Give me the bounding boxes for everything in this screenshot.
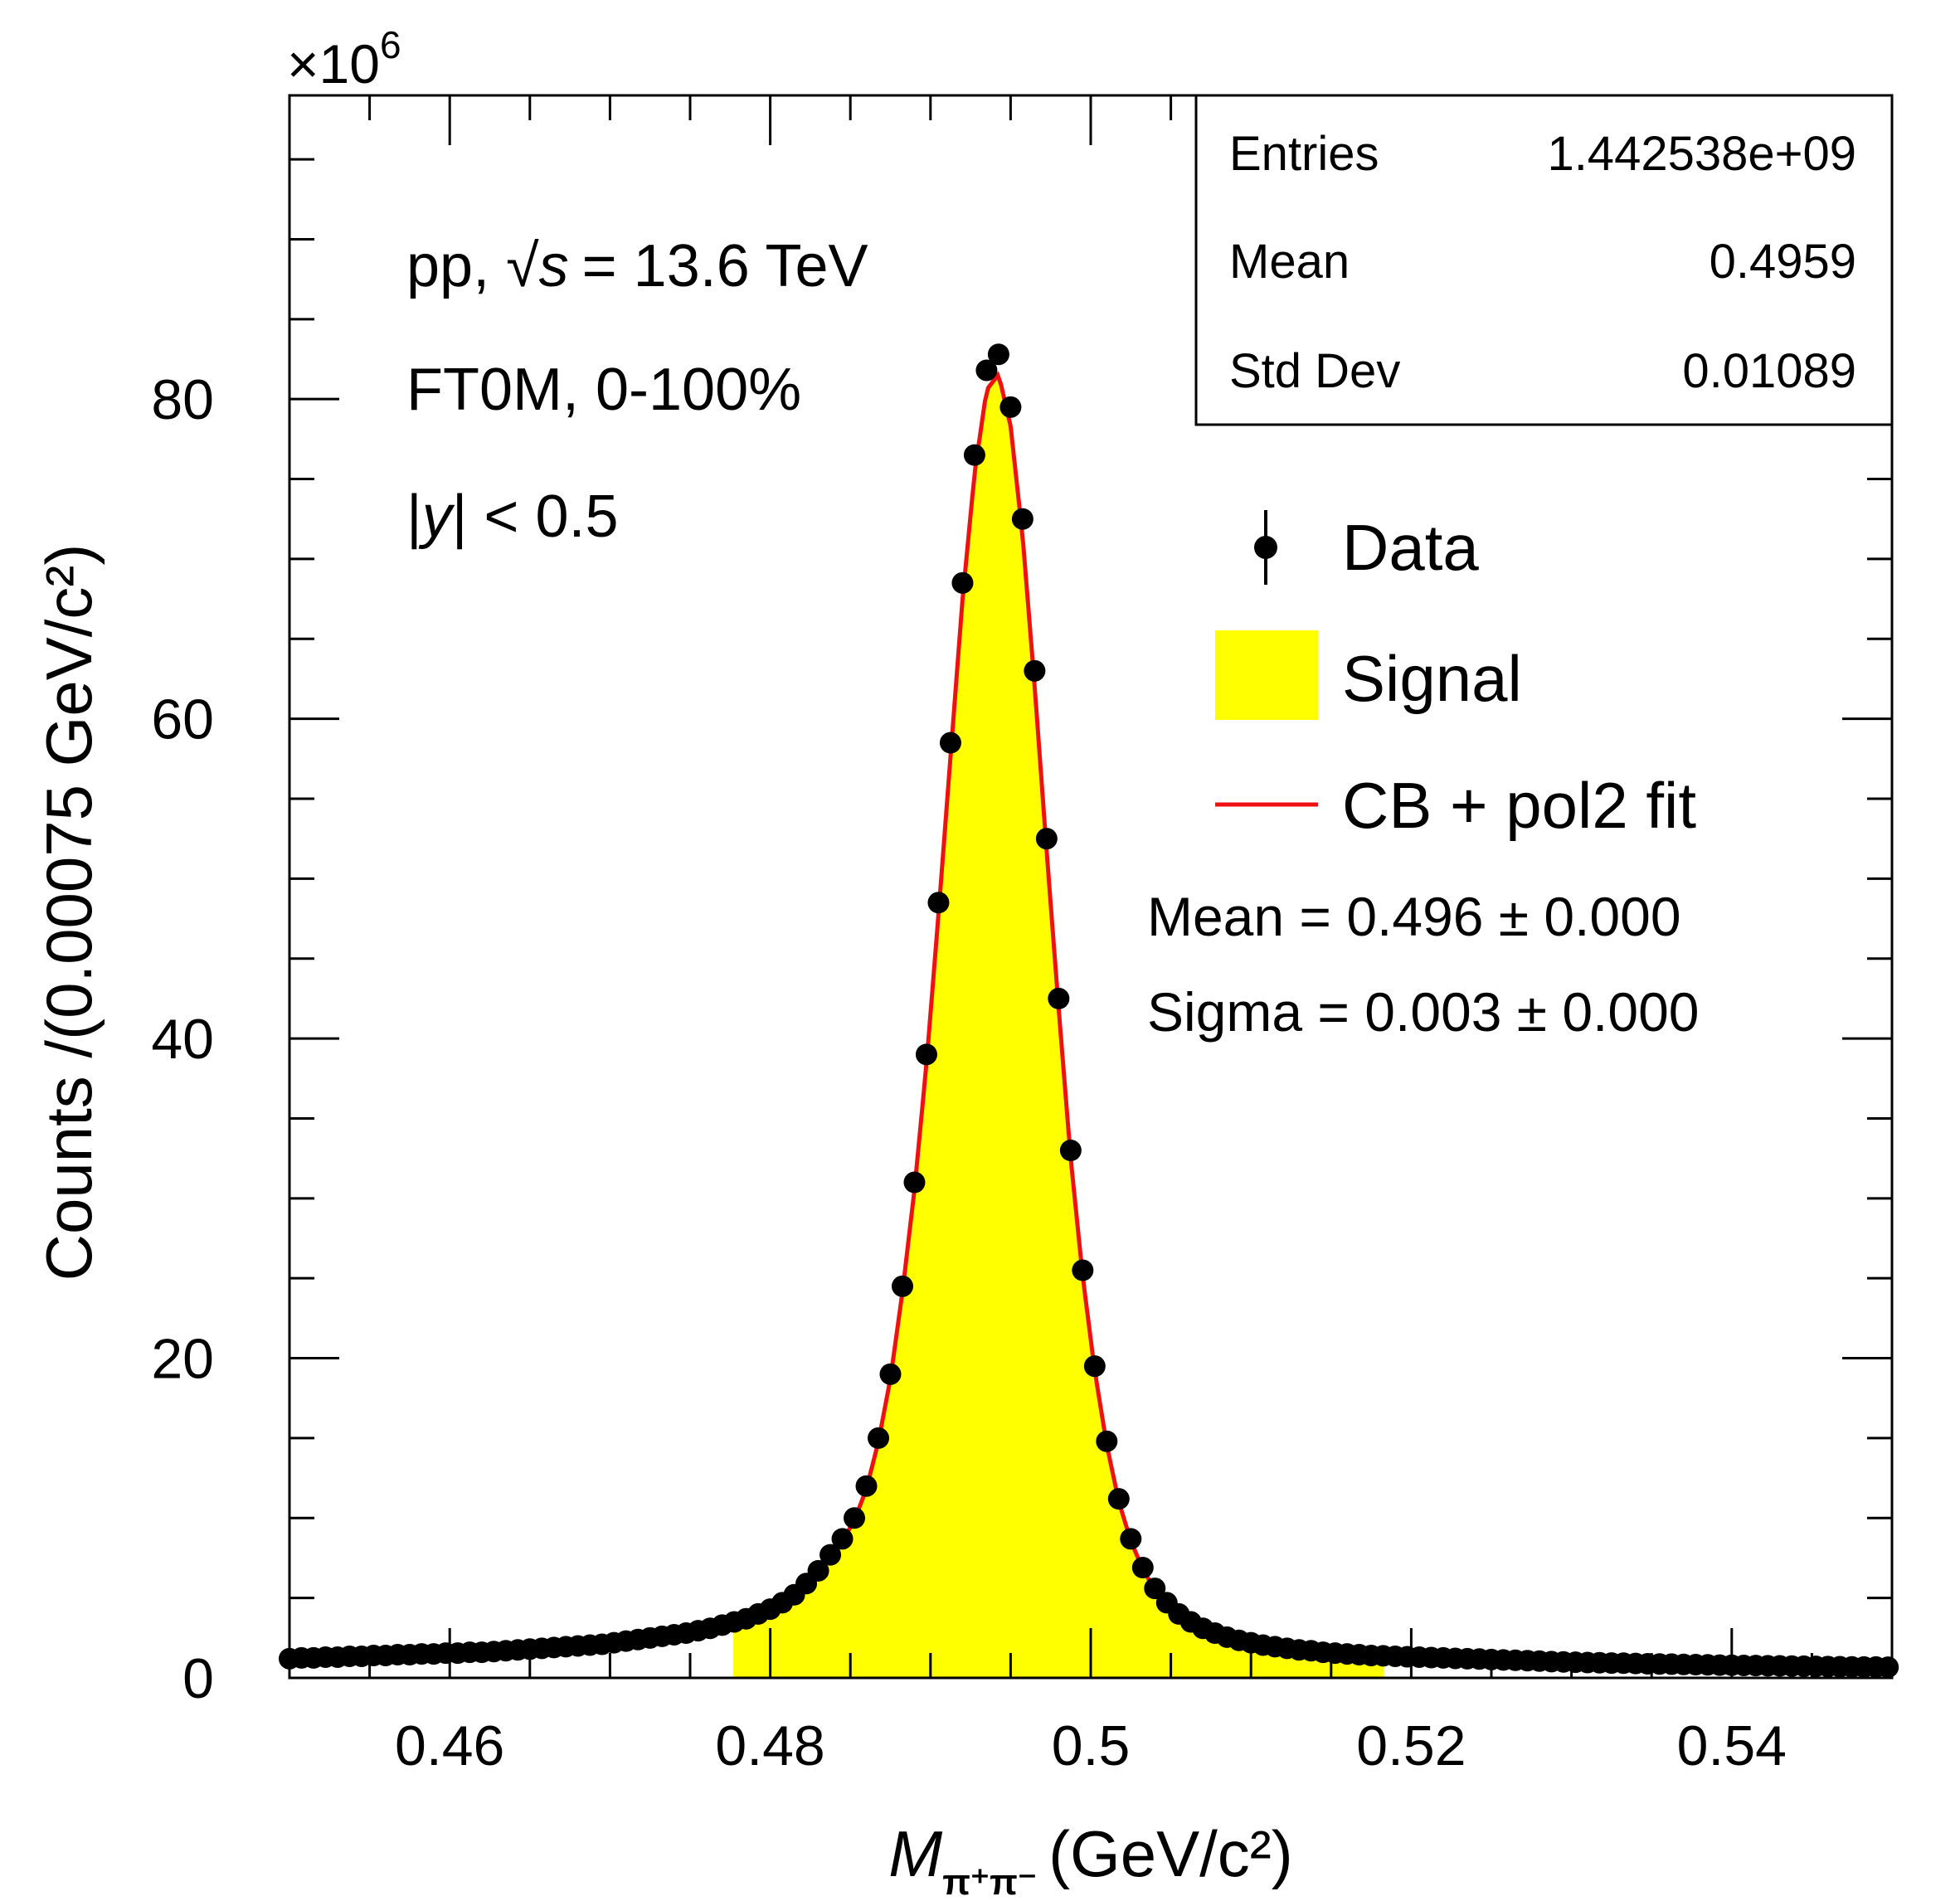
data-point [1120, 1528, 1142, 1550]
data-point [915, 1043, 937, 1066]
data-point [927, 892, 950, 914]
data-point [1144, 1578, 1166, 1600]
data-point [831, 1528, 854, 1550]
data-point [975, 359, 998, 382]
rapidity-label: |y| < 0.5 [406, 484, 619, 550]
data-point [891, 1275, 913, 1297]
data-point [1072, 1259, 1094, 1281]
legend-signal-swatch [1215, 630, 1318, 720]
data-point [1877, 1656, 1899, 1679]
stats-label-entries: Entries [1229, 127, 1379, 181]
x-tick-label: 0.5 [1052, 1714, 1131, 1777]
stats-label-mean: Mean [1229, 235, 1350, 289]
data-point [807, 1559, 829, 1582]
stats-value-entries: 1.442538e+09 [1547, 127, 1856, 181]
data-point [999, 396, 1022, 418]
x-tick-label: 0.48 [715, 1714, 824, 1777]
data-point [939, 732, 961, 754]
data-point [1024, 659, 1046, 682]
data-point [903, 1171, 926, 1194]
y-tick-label: 40 [151, 1008, 214, 1071]
data-point [844, 1507, 866, 1529]
data-point [987, 343, 1009, 366]
legend-data-marker [1254, 536, 1277, 559]
x-tick-label: 0.54 [1677, 1714, 1787, 1777]
stats-box: Entries 1.442538e+09 Mean 0.4959 Std Dev… [1194, 94, 1894, 426]
y-tick-label: 20 [151, 1328, 214, 1391]
data-point [1083, 1355, 1106, 1378]
data-point [1035, 828, 1058, 850]
data-point [1107, 1488, 1130, 1510]
data-point [1096, 1430, 1118, 1452]
data-point [1059, 1140, 1082, 1161]
fit-param-sigma: Sigma = 0.003 ± 0.000 [1147, 981, 1700, 1043]
data-point [868, 1427, 890, 1449]
energy-label: pp, √s = 13.6 TeV [406, 233, 868, 299]
stats-value-mean: 0.4959 [1710, 235, 1856, 289]
y-tick-label: 60 [151, 688, 214, 751]
y-tick-label: 0 [182, 1647, 214, 1710]
stats-value-stddev: 0.01089 [1682, 344, 1856, 398]
multiplicity-label: FT0M, 0-100% [406, 357, 801, 423]
data-point [951, 571, 974, 594]
x-tick-label: 0.46 [395, 1714, 504, 1777]
y-exponent: ×106 [287, 23, 401, 95]
legend-signal-label: Signal [1342, 642, 1522, 715]
data-point [1048, 987, 1070, 1009]
legend-fit-label: CB + pol2 fit [1342, 769, 1696, 842]
data-point [820, 1544, 842, 1566]
data-point [963, 444, 985, 466]
y-axis-title: Counts /(0.00075 GeV/c²) [32, 544, 105, 1281]
x-tick-label: 0.52 [1356, 1714, 1466, 1777]
x-axis-title: Mπ⁺π⁻ (GeV/c²) [888, 1817, 1292, 1901]
data-point [1131, 1557, 1154, 1579]
fit-param-mean: Mean = 0.496 ± 0.000 [1147, 886, 1681, 947]
data-point [1011, 508, 1033, 530]
stats-label-stddev: Std Dev [1229, 344, 1400, 398]
data-point [879, 1363, 902, 1385]
y-tick-label: 80 [151, 368, 214, 431]
legend: Data Signal CB + pol2 fit [1215, 510, 1696, 842]
data-point [855, 1475, 878, 1497]
legend-data-label: Data [1342, 511, 1479, 584]
